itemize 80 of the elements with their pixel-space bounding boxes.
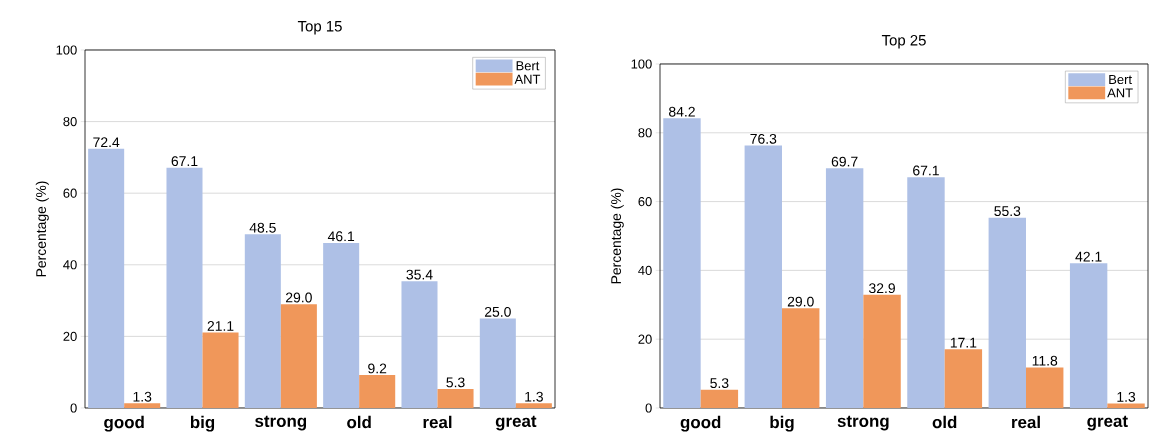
y-tick-label: 0 (70, 403, 77, 413)
data-label: 29.0 (285, 292, 312, 303)
legend-label: ANT (1107, 88, 1133, 98)
bar (437, 389, 474, 408)
y-axis-title: Percentage (%) (610, 188, 624, 284)
y-tick-label: 80 (638, 128, 652, 138)
bar (202, 332, 239, 408)
data-label: 11.8 (1032, 355, 1058, 366)
x-tick-label: good (104, 415, 144, 432)
data-label: 67.1 (913, 165, 939, 176)
bar (700, 389, 739, 408)
y-tick-label: 80 (63, 117, 77, 127)
y-tick-label: 40 (638, 265, 652, 275)
x-tick-label: good (680, 415, 721, 432)
bar (401, 281, 438, 408)
chart-title: Top 15 (297, 21, 342, 35)
data-label: 9.2 (368, 363, 387, 374)
bar (515, 403, 552, 408)
x-tick-label: big (770, 415, 794, 432)
data-label: 17.1 (950, 337, 977, 348)
y-axis-title: Percentage (%) (35, 181, 49, 277)
legend-label: Bert (1109, 75, 1132, 85)
data-label: 35.4 (406, 269, 433, 280)
data-label: 46.1 (327, 231, 355, 242)
bar (1026, 367, 1064, 408)
x-tick-label: strong (255, 415, 307, 431)
bar (124, 403, 161, 408)
data-label: 55.3 (994, 206, 1021, 217)
bar (1069, 263, 1108, 408)
bar (323, 242, 360, 408)
data-label: 72.4 (93, 137, 120, 148)
data-label: 29.0 (787, 296, 814, 307)
data-label: 1.3 (1117, 391, 1136, 402)
y-tick-label: 100 (631, 59, 652, 69)
y-tick-label: 20 (63, 331, 77, 341)
x-tick-label: great (1087, 415, 1128, 431)
chart-title: Top 25 (881, 34, 926, 49)
data-label: 69.7 (831, 156, 858, 167)
x-tick-label: old (932, 415, 957, 429)
y-tick-label: 0 (645, 403, 652, 413)
x-tick-label: great (495, 415, 537, 431)
x-tick-label: big (190, 415, 215, 432)
y-tick-label: 20 (638, 334, 652, 344)
bar (907, 177, 945, 408)
bar (359, 375, 396, 408)
bar (244, 234, 281, 408)
x-tick-label: old (347, 415, 371, 429)
data-label: 67.1 (171, 156, 198, 167)
x-tick-label: strong (837, 415, 889, 431)
y-tick-label: 60 (638, 197, 652, 207)
bar (1107, 403, 1145, 408)
data-label: 42.1 (1075, 251, 1102, 262)
bar (663, 118, 701, 408)
bar (825, 168, 864, 408)
legend-label: Bert (516, 61, 540, 71)
data-label: 1.3 (133, 391, 152, 402)
data-label: 5.3 (446, 377, 465, 388)
y-tick-label: 100 (56, 45, 77, 55)
y-tick-label: 40 (63, 260, 77, 270)
bar (479, 318, 516, 408)
data-label: 48.5 (249, 222, 276, 233)
bar (863, 294, 901, 408)
bar (744, 145, 783, 408)
x-tick-label: real (423, 415, 452, 429)
data-label: 76.3 (750, 133, 777, 144)
data-label: 32.9 (869, 283, 895, 294)
bar (944, 349, 983, 408)
bar (88, 148, 125, 408)
bar (988, 217, 1027, 408)
data-label: 1.3 (525, 391, 543, 402)
data-label: 21.1 (207, 321, 234, 331)
data-label: 84.2 (669, 106, 695, 117)
data-label: 25.0 (484, 306, 511, 317)
bar (782, 308, 820, 408)
data-label: 5.3 (710, 378, 729, 389)
x-tick-label: real (1012, 415, 1040, 429)
bar (166, 167, 203, 408)
bar (280, 304, 317, 408)
legend-label: ANT (514, 74, 541, 84)
y-tick-label: 60 (63, 188, 77, 198)
